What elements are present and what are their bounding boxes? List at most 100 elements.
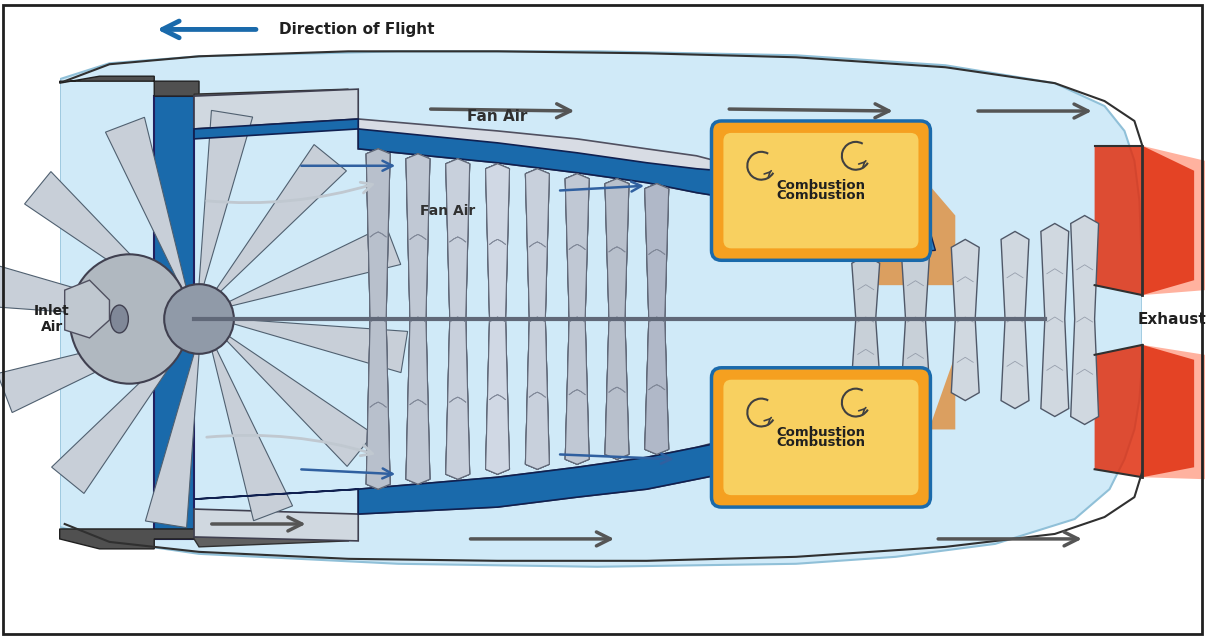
- Polygon shape: [1142, 146, 1205, 295]
- Polygon shape: [1071, 215, 1098, 424]
- Polygon shape: [1041, 224, 1069, 417]
- Polygon shape: [952, 240, 980, 401]
- Polygon shape: [358, 119, 866, 215]
- Polygon shape: [606, 179, 629, 459]
- Polygon shape: [901, 247, 929, 392]
- FancyBboxPatch shape: [712, 121, 930, 260]
- Polygon shape: [566, 174, 589, 465]
- Polygon shape: [59, 76, 199, 96]
- Polygon shape: [0, 265, 165, 319]
- Polygon shape: [866, 415, 925, 477]
- Polygon shape: [606, 179, 629, 459]
- Polygon shape: [59, 529, 199, 549]
- Text: Combustion: Combustion: [776, 189, 866, 202]
- Polygon shape: [526, 169, 550, 469]
- Polygon shape: [851, 256, 879, 385]
- Ellipse shape: [70, 254, 189, 383]
- Text: Fan Air: Fan Air: [420, 204, 476, 217]
- Polygon shape: [526, 169, 550, 469]
- Polygon shape: [366, 149, 390, 489]
- Polygon shape: [226, 336, 373, 466]
- Polygon shape: [486, 164, 510, 474]
- Polygon shape: [366, 149, 390, 489]
- Circle shape: [165, 284, 234, 354]
- Text: Fan Air: Fan Air: [467, 109, 528, 123]
- Polygon shape: [1001, 231, 1029, 408]
- Polygon shape: [446, 159, 470, 479]
- Polygon shape: [644, 183, 668, 454]
- Polygon shape: [406, 154, 430, 484]
- Text: Combustion: Combustion: [776, 436, 866, 449]
- FancyBboxPatch shape: [723, 133, 918, 249]
- Polygon shape: [606, 179, 629, 459]
- Polygon shape: [194, 534, 349, 547]
- Polygon shape: [566, 174, 589, 465]
- Polygon shape: [866, 181, 955, 285]
- Polygon shape: [406, 154, 430, 484]
- Polygon shape: [446, 159, 470, 479]
- Polygon shape: [217, 144, 346, 291]
- Polygon shape: [566, 174, 589, 465]
- Polygon shape: [194, 89, 358, 129]
- Polygon shape: [446, 159, 470, 479]
- Polygon shape: [229, 226, 401, 306]
- Polygon shape: [566, 174, 589, 465]
- Polygon shape: [866, 146, 925, 186]
- Polygon shape: [866, 215, 935, 256]
- Polygon shape: [0, 1, 1205, 81]
- Polygon shape: [0, 529, 1205, 638]
- Polygon shape: [606, 179, 629, 459]
- Polygon shape: [145, 353, 199, 528]
- Text: Combustion: Combustion: [776, 426, 866, 439]
- Polygon shape: [406, 154, 430, 484]
- Polygon shape: [1142, 345, 1205, 479]
- Polygon shape: [366, 149, 390, 489]
- Polygon shape: [1142, 1, 1205, 638]
- Polygon shape: [486, 164, 510, 474]
- Polygon shape: [526, 169, 550, 469]
- Polygon shape: [486, 164, 510, 474]
- Polygon shape: [644, 183, 668, 454]
- Polygon shape: [59, 51, 1142, 567]
- Ellipse shape: [110, 305, 128, 333]
- Polygon shape: [212, 349, 293, 521]
- Polygon shape: [234, 319, 408, 373]
- Polygon shape: [406, 154, 430, 484]
- Polygon shape: [1095, 345, 1194, 477]
- Polygon shape: [0, 332, 168, 413]
- Polygon shape: [194, 422, 866, 514]
- Polygon shape: [644, 183, 668, 454]
- Polygon shape: [486, 164, 510, 474]
- Polygon shape: [606, 179, 629, 459]
- Text: Exhaust: Exhaust: [1138, 311, 1206, 327]
- Polygon shape: [526, 169, 550, 469]
- Polygon shape: [446, 159, 470, 479]
- Polygon shape: [366, 149, 390, 489]
- Polygon shape: [194, 89, 349, 99]
- Text: Inlet
Air: Inlet Air: [34, 304, 69, 334]
- Polygon shape: [526, 169, 550, 469]
- Polygon shape: [0, 1, 59, 638]
- Polygon shape: [486, 164, 510, 474]
- Polygon shape: [194, 509, 358, 541]
- FancyBboxPatch shape: [712, 368, 930, 507]
- Polygon shape: [52, 346, 182, 493]
- Polygon shape: [566, 174, 589, 465]
- Polygon shape: [366, 149, 390, 489]
- Text: Combustion: Combustion: [776, 179, 866, 192]
- Polygon shape: [866, 355, 955, 440]
- Polygon shape: [105, 118, 186, 289]
- Polygon shape: [24, 172, 172, 302]
- Text: Direction of Flight: Direction of Flight: [279, 22, 434, 37]
- Polygon shape: [194, 119, 866, 215]
- Polygon shape: [154, 96, 194, 539]
- Polygon shape: [358, 415, 866, 514]
- Polygon shape: [644, 183, 668, 454]
- Polygon shape: [446, 159, 470, 479]
- Polygon shape: [1095, 146, 1194, 295]
- Polygon shape: [64, 280, 109, 338]
- Polygon shape: [406, 154, 430, 484]
- Polygon shape: [199, 111, 253, 284]
- Polygon shape: [644, 183, 668, 454]
- FancyBboxPatch shape: [723, 380, 918, 495]
